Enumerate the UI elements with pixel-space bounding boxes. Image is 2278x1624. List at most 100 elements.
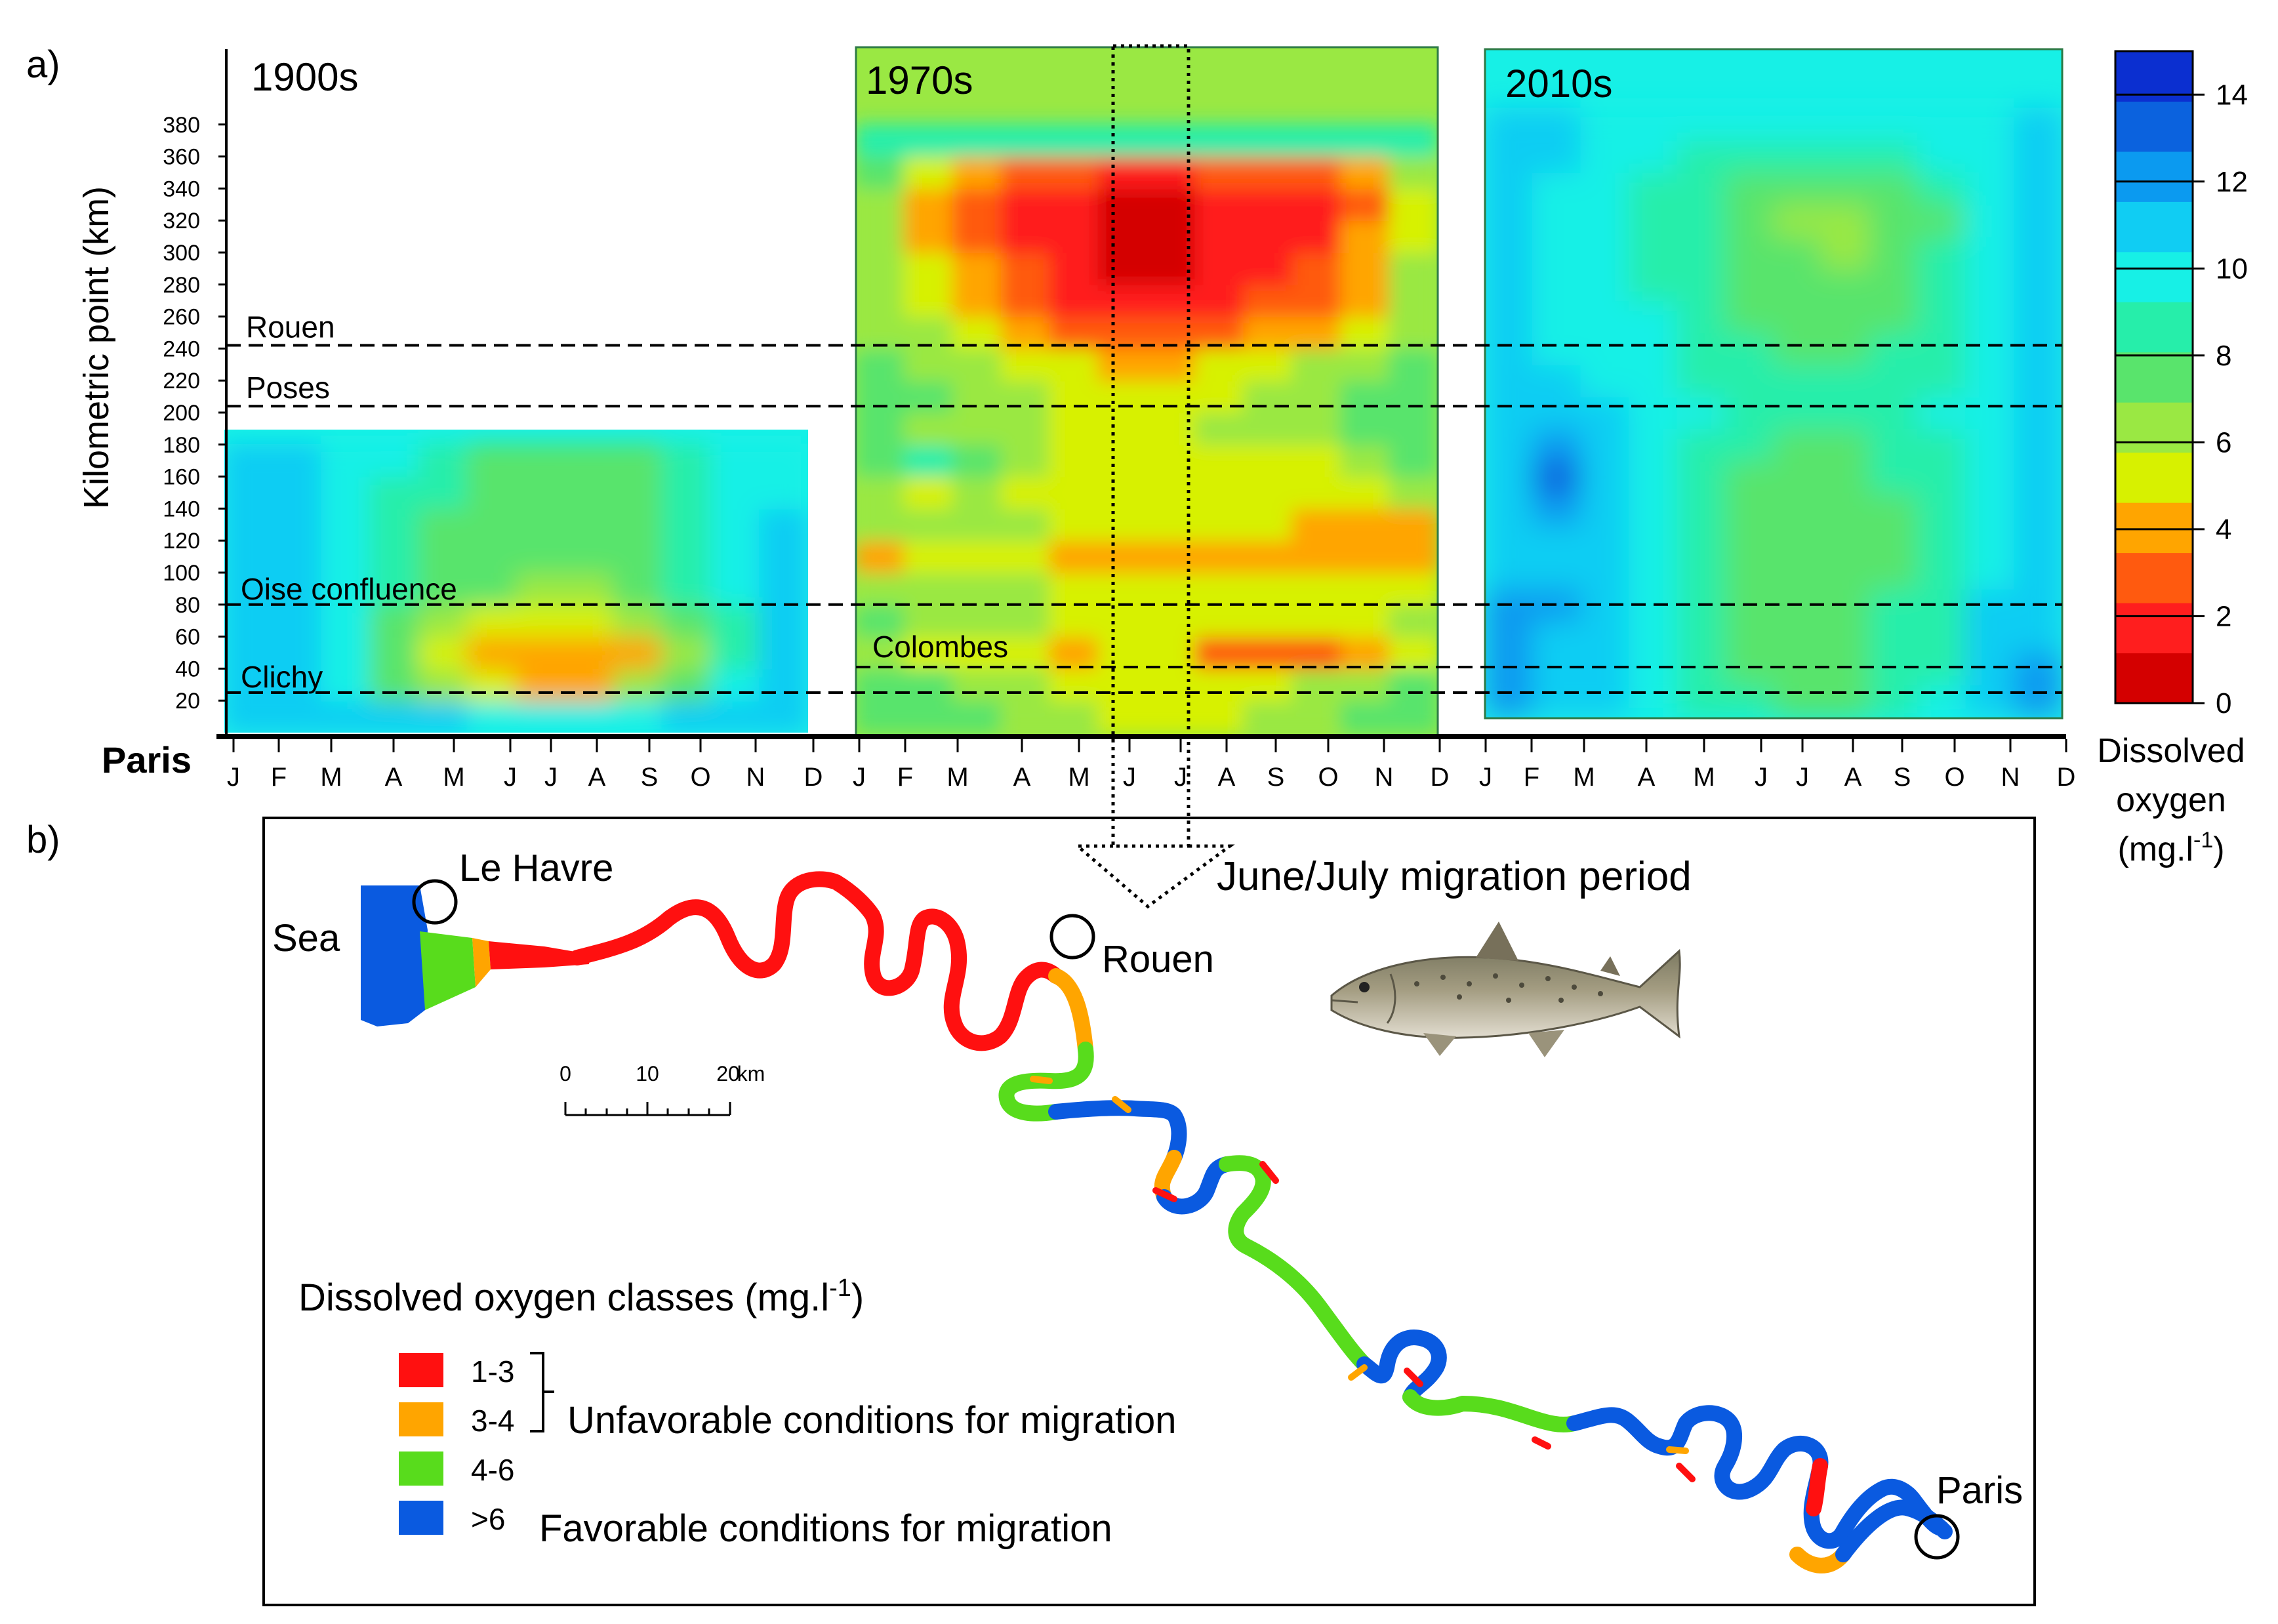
heatmap-cell xyxy=(1724,428,1774,462)
heatmap-cell xyxy=(1194,476,1245,510)
heatmap-cell xyxy=(661,443,712,477)
heatmap-cell xyxy=(903,412,954,445)
heatmap-cell xyxy=(1773,492,1823,525)
heatmap-cell xyxy=(1485,428,1534,462)
heatmap-cell xyxy=(466,443,517,477)
heatmap-cell xyxy=(1000,636,1051,670)
heatmap-cell xyxy=(1917,172,1967,205)
heatmap-cell xyxy=(1917,652,1967,685)
heatmap-cell xyxy=(856,252,905,285)
y-tick-label: 320 xyxy=(163,209,200,233)
heatmap-cell xyxy=(1580,172,1630,205)
heatmap-cell xyxy=(903,220,954,253)
heatmap-cell xyxy=(1773,172,1823,205)
heatmap-cell xyxy=(224,603,274,638)
heatmap-cell xyxy=(952,636,1002,670)
heatmap-cell xyxy=(758,700,808,733)
marker-rouen xyxy=(1049,914,1095,960)
heatmap-cell xyxy=(1243,123,1293,157)
heatmap-cell xyxy=(1532,683,1582,718)
heatmap-cell xyxy=(1389,315,1438,350)
month-tick-label: N xyxy=(746,763,765,792)
heatmap-cell xyxy=(1965,332,2015,365)
heatmap-cell xyxy=(1821,428,1871,462)
heatmap-cell xyxy=(952,572,1002,605)
heatmap-cell xyxy=(856,603,905,638)
heatmap-cell xyxy=(1049,123,1099,157)
colorbar-band xyxy=(2115,603,2193,654)
y-tick-label: 180 xyxy=(163,433,200,458)
heatmap-cell xyxy=(1243,380,1293,413)
heatmap-cell xyxy=(1389,380,1438,413)
heatmap-cell xyxy=(1194,380,1245,413)
heatmap-cell xyxy=(1049,636,1099,670)
heatmap-cell xyxy=(1194,540,1245,573)
reference-lines: Rouen Poses Oise confluence Colombes Clichy xyxy=(226,310,2062,694)
heatmap-cell xyxy=(1869,620,1919,653)
heatmap-cell xyxy=(952,540,1002,573)
heatmap-cell xyxy=(710,572,760,605)
heatmap-cell xyxy=(466,603,517,638)
heatmap-cell xyxy=(1677,300,1726,333)
heatmap-cell xyxy=(661,636,712,670)
heatmap-cell xyxy=(1917,396,1967,430)
heatmap-cell xyxy=(418,572,468,605)
heatmap-cell xyxy=(1677,108,1726,142)
legend-class-label: >6 xyxy=(471,1502,505,1536)
place-label-sea: Sea xyxy=(272,917,340,960)
heatmap-cell xyxy=(1097,540,1148,573)
heatmap-cell xyxy=(952,220,1002,253)
panel-b-frame xyxy=(262,817,2036,1606)
heatmap-cell xyxy=(1917,460,1967,493)
heatmap-cell xyxy=(418,700,468,733)
heatmap-cell xyxy=(1965,620,2015,653)
heatmap-cell xyxy=(2013,396,2062,430)
heatmap-cell xyxy=(1677,140,1726,173)
heatmap-cell xyxy=(1389,252,1438,285)
heatmap-cell xyxy=(1677,363,1726,397)
heatmap-cell xyxy=(1773,652,1823,685)
colorbar-tick-label: 10 xyxy=(2216,253,2248,285)
heatmap-cell xyxy=(758,443,808,477)
heatmap-cell xyxy=(1389,508,1438,542)
heatmap-cell xyxy=(1292,412,1342,445)
marker-le-havre xyxy=(412,879,458,925)
heatmap-cell xyxy=(1917,140,1967,173)
heatmap-cell xyxy=(1677,203,1726,237)
heatmap-cell xyxy=(1580,460,1630,493)
heatmap-cell xyxy=(321,476,371,510)
y-tick-label: 120 xyxy=(163,529,200,554)
heatmap-cell xyxy=(856,540,905,573)
heatmap-cell xyxy=(1629,492,1678,525)
heatmap-cell xyxy=(1917,556,1967,590)
heatmap-cell xyxy=(856,476,905,510)
heatmap-cell xyxy=(856,188,905,222)
heatmap-cell xyxy=(516,603,566,638)
heatmap-cell xyxy=(903,443,954,477)
heatmap-cell xyxy=(1724,492,1774,525)
heatmap-cell xyxy=(1773,332,1823,365)
colorbar-tick-label: 4 xyxy=(2216,514,2231,546)
heatmap-cell xyxy=(1917,492,1967,525)
heatmap-cell xyxy=(1292,540,1342,573)
baseline-label-paris: Paris xyxy=(102,739,192,781)
heatmap-cell xyxy=(1821,172,1871,205)
month-tick-label: O xyxy=(1318,763,1338,792)
heatmap-cell xyxy=(1049,283,1099,317)
legend-class-label: 1-3 xyxy=(471,1354,514,1389)
heatmap-cell xyxy=(1243,155,1293,190)
heatmap-cell xyxy=(1917,108,1967,142)
month-tick-label: M xyxy=(1573,763,1595,792)
heatmap-cell xyxy=(613,508,663,542)
heatmap-title-2010s: 2010s xyxy=(1505,62,1612,106)
heatmap-cell xyxy=(1194,603,1245,638)
heatmap-cell xyxy=(1532,140,1582,173)
heatmap-cell xyxy=(1340,380,1391,413)
reference-line-label: Rouen xyxy=(246,310,335,344)
heatmap-cell xyxy=(1869,460,1919,493)
heatmap-cell xyxy=(1869,556,1919,590)
heatmap-cell xyxy=(564,636,615,670)
scale-label-20: 20 xyxy=(716,1062,740,1086)
heatmap-cell xyxy=(369,603,420,638)
heatmap-cell xyxy=(1000,412,1051,445)
